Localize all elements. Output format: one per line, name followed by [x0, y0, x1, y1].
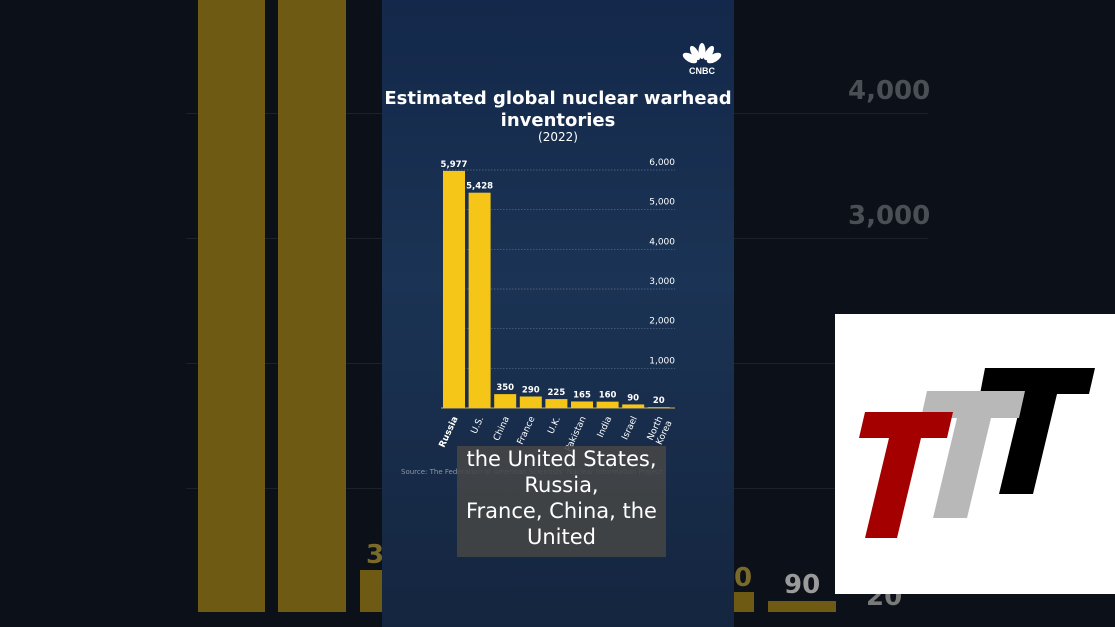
- bar-value-label: 20: [653, 396, 665, 406]
- caption-line: United: [527, 525, 596, 549]
- bar: [494, 394, 517, 408]
- bar: [571, 401, 593, 408]
- x-tick-label: U.S.: [470, 415, 487, 436]
- svg-text:CNBC: CNBC: [689, 66, 715, 76]
- bg-label: 4,000: [848, 76, 931, 106]
- chart-subtitle: (2022): [538, 130, 578, 144]
- bar: [443, 170, 465, 408]
- bar-chart: 1,000 2,000 3,000 4,000 5,000 6,000 5,977 Russi…: [438, 158, 676, 453]
- x-tick-label: Israel: [620, 415, 639, 442]
- bar: [622, 404, 645, 408]
- y-tick-label: 1,000: [649, 356, 675, 366]
- chart-title: Estimated global nuclear warhead invento…: [384, 88, 732, 131]
- channel-logo-watermark: [835, 314, 1115, 594]
- bg-bar: [734, 592, 754, 612]
- caption-line: Russia,: [524, 473, 599, 497]
- y-tick-label: 2,000: [649, 317, 675, 327]
- y-tick-label: 6,000: [649, 158, 675, 168]
- bar: [647, 407, 670, 408]
- bar: [519, 396, 542, 408]
- bg-label: 3,000: [848, 201, 931, 231]
- cnbc-peacock-logo: CNBC: [682, 43, 722, 76]
- ttt-logo: [859, 368, 1095, 538]
- bar-value-label: 5,428: [466, 182, 493, 192]
- x-tick-label: NorthKorea: [646, 415, 675, 447]
- bar-value-label: 350: [496, 383, 514, 393]
- x-tick-label: Russia: [438, 415, 461, 449]
- x-tick-label: France: [516, 415, 538, 447]
- bar: [596, 401, 619, 408]
- bg-bar: [278, 0, 346, 612]
- caption-line: the United States,: [466, 447, 657, 471]
- bg-bar: [360, 570, 382, 612]
- bg-label: 90: [784, 570, 821, 600]
- subtitle-caption: the United States, Russia, France, China…: [457, 446, 666, 557]
- bar-value-label: 160: [599, 391, 617, 401]
- bar: [468, 192, 491, 408]
- y-tick-label: 5,000: [649, 198, 675, 208]
- bar-value-label: 225: [548, 388, 566, 398]
- bg-label: 0: [734, 563, 753, 593]
- bg-label: 3: [366, 540, 385, 570]
- caption-line: France, China, the: [466, 499, 657, 523]
- bar-value-label: 165: [573, 390, 591, 400]
- x-tick-label: China: [492, 415, 512, 443]
- bg-bar: [198, 0, 265, 612]
- bar-value-label: 5,977: [441, 160, 468, 170]
- bg-bar: [768, 601, 836, 612]
- bar-value-label: 290: [522, 385, 540, 395]
- x-tick-label: India: [596, 415, 614, 439]
- bar-value-label: 90: [627, 393, 639, 403]
- y-tick-label: 4,000: [649, 237, 675, 247]
- x-tick-label: U.K.: [546, 415, 563, 436]
- bar: [545, 399, 568, 408]
- y-tick-label: 3,000: [649, 277, 675, 287]
